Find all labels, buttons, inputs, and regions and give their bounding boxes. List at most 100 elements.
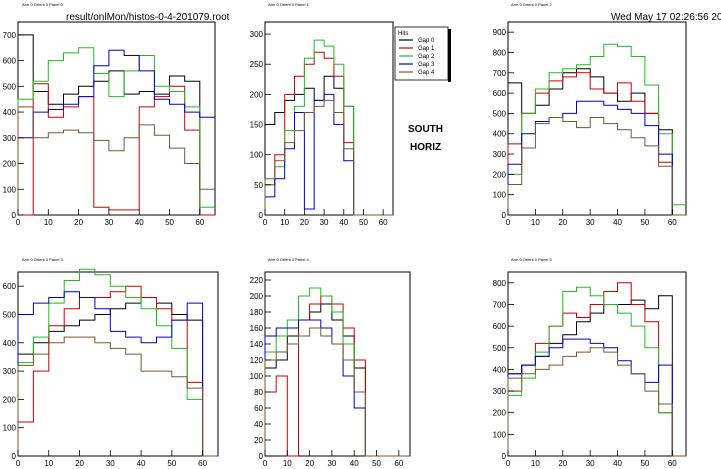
x-tick-label: 40 bbox=[137, 459, 146, 468]
y-tick-label: 700 bbox=[493, 300, 507, 309]
y-tick-label: 700 bbox=[493, 69, 507, 78]
y-tick-label: 0 bbox=[259, 452, 264, 461]
panel-title-3: Arm 0 Orient 0 Panel 3 bbox=[22, 257, 63, 262]
x-tick-label: 20 bbox=[300, 218, 309, 227]
y-tick-label: 400 bbox=[3, 108, 17, 117]
x-tick-label: 50 bbox=[359, 218, 368, 227]
legend: Hits Gap 0 Gap 1 Gap 2 Gap 3 Gap 4 bbox=[394, 26, 451, 82]
panel-title-2: Arm 0 Orient 0 Panel 2 bbox=[511, 2, 552, 7]
panel-frame bbox=[264, 271, 411, 457]
y-tick-label: 60 bbox=[254, 404, 263, 413]
annotation-horiz: HORIZ bbox=[410, 142, 441, 153]
y-tick-label: 500 bbox=[493, 344, 507, 353]
panel-frame bbox=[507, 21, 687, 216]
x-tick-label: 30 bbox=[586, 218, 595, 227]
series-gap-1 bbox=[18, 83, 215, 216]
y-tick-label: 50 bbox=[254, 181, 263, 190]
y-tick-label: 0 bbox=[12, 452, 17, 461]
y-tick-label: 0 bbox=[502, 452, 507, 461]
x-tick-label: 0 bbox=[506, 218, 511, 227]
x-tick-label: 30 bbox=[327, 459, 336, 468]
y-tick-label: 220 bbox=[250, 276, 264, 285]
y-tick-label: 200 bbox=[250, 292, 264, 301]
y-tick-label: 100 bbox=[250, 151, 264, 160]
y-tick-label: 0 bbox=[502, 211, 507, 220]
y-tick-label: 250 bbox=[250, 60, 264, 69]
y-tick-label: 20 bbox=[254, 436, 263, 445]
x-tick-label: 40 bbox=[613, 218, 622, 227]
y-tick-label: 100 bbox=[3, 185, 17, 194]
legend-entry-0: Gap 0 bbox=[418, 38, 435, 44]
x-tick-label: 60 bbox=[198, 459, 207, 468]
series-gap-2 bbox=[507, 43, 686, 215]
y-tick-label: 40 bbox=[254, 420, 263, 429]
y-tick-label: 500 bbox=[493, 109, 507, 118]
y-tick-label: 0 bbox=[259, 211, 264, 220]
legend-entry-1: Gap 1 bbox=[418, 46, 435, 52]
y-tick-label: 150 bbox=[250, 121, 264, 130]
series-gap-0 bbox=[264, 303, 410, 457]
series-gap-4 bbox=[264, 99, 393, 216]
legend-title: Hits bbox=[398, 31, 408, 37]
y-tick-label: 140 bbox=[250, 340, 264, 349]
x-tick-label: 10 bbox=[531, 218, 540, 227]
panel-frame bbox=[17, 271, 219, 457]
legend-entry-2: Gap 2 bbox=[418, 54, 435, 60]
panel-4: 0 10 20 30 40 50 60 0 20 40 60 80 100 120 140 160 180 200… bbox=[250, 271, 411, 468]
x-tick-label: 40 bbox=[350, 459, 359, 468]
panel-frame bbox=[17, 21, 216, 216]
x-tick-label: 40 bbox=[135, 218, 144, 227]
x-tick-label: 0 bbox=[506, 459, 511, 468]
y-tick-label: 600 bbox=[493, 322, 507, 331]
x-tick-label: 20 bbox=[74, 218, 83, 227]
x-tick-label: 40 bbox=[339, 218, 348, 227]
y-tick-label: 900 bbox=[493, 28, 507, 37]
file-path-label: result/onlMon/histos-0-4-201079.root bbox=[66, 12, 230, 23]
x-tick-label: 50 bbox=[640, 459, 649, 468]
y-tick-label: 160 bbox=[250, 324, 264, 333]
y-tick-label: 80 bbox=[254, 388, 263, 397]
y-tick-label: 500 bbox=[3, 82, 17, 91]
x-tick-label: 0 bbox=[263, 459, 268, 468]
x-tick-label: 20 bbox=[558, 459, 567, 468]
x-tick-label: 20 bbox=[558, 218, 567, 227]
series-gap-4 bbox=[507, 117, 686, 216]
x-tick-label: 60 bbox=[394, 459, 403, 468]
panel-title-4: Arm 0 Orient 0 Panel 4 bbox=[268, 257, 309, 262]
panel-2: 0 10 20 30 40 50 60010020030040050060070080090… bbox=[493, 21, 687, 227]
y-tick-label: 600 bbox=[493, 89, 507, 98]
panel-frame bbox=[507, 271, 687, 457]
y-tick-label: 300 bbox=[3, 367, 17, 376]
y-tick-label: 200 bbox=[250, 90, 264, 99]
legend-entry-3: Gap 3 bbox=[418, 62, 435, 68]
x-tick-label: 50 bbox=[372, 459, 381, 468]
y-tick-label: 100 bbox=[493, 430, 507, 439]
series-gap-0 bbox=[17, 297, 218, 457]
x-tick-label: 30 bbox=[320, 218, 329, 227]
y-tick-label: 700 bbox=[3, 31, 17, 40]
series-gap-3 bbox=[507, 100, 686, 216]
x-tick-label: 10 bbox=[280, 218, 289, 227]
y-tick-label: 100 bbox=[250, 372, 264, 381]
x-tick-label: 30 bbox=[586, 459, 595, 468]
x-tick-label: 50 bbox=[640, 218, 649, 227]
x-tick-label: 20 bbox=[305, 459, 314, 468]
y-tick-label: 300 bbox=[3, 134, 17, 143]
x-tick-label: 50 bbox=[167, 459, 176, 468]
series-gap-4 bbox=[507, 347, 686, 457]
y-tick-label: 800 bbox=[493, 48, 507, 57]
series-gap-3 bbox=[507, 338, 686, 457]
x-tick-label: 30 bbox=[104, 218, 113, 227]
y-tick-label: 500 bbox=[3, 310, 17, 319]
x-tick-label: 60 bbox=[668, 459, 677, 468]
x-tick-label: 50 bbox=[165, 218, 174, 227]
series-gap-1 bbox=[507, 282, 686, 457]
x-tick-label: 10 bbox=[531, 459, 540, 468]
x-tick-label: 10 bbox=[283, 459, 292, 468]
legend-shadow bbox=[448, 29, 451, 82]
series-gap-3 bbox=[17, 291, 218, 457]
